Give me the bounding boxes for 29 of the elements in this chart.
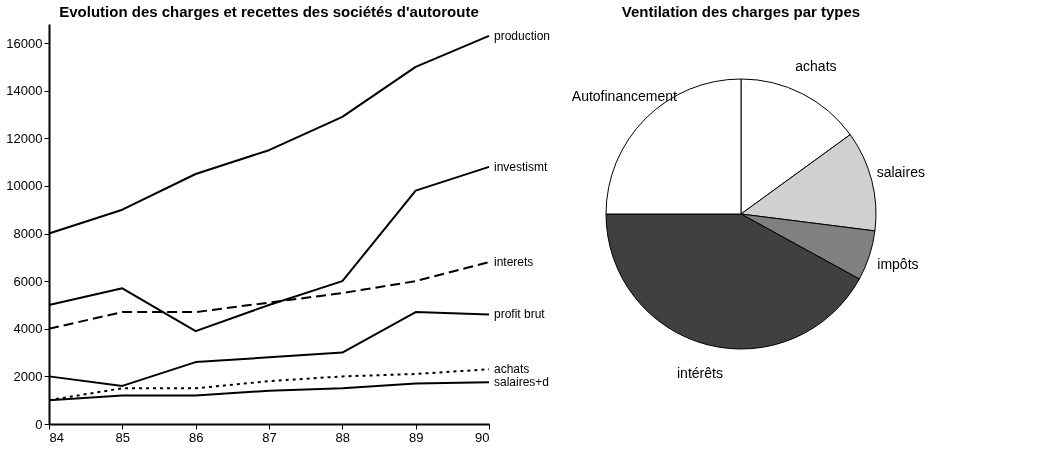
series-label: achats [494, 362, 530, 377]
series-label: investismt [494, 159, 549, 174]
x-tick-label: 86 [188, 429, 204, 445]
y-tick-label: 10000 [6, 178, 43, 194]
slice-label: salaires [876, 163, 925, 180]
series-label: salaires+d [494, 375, 550, 390]
slice-label: impôts [877, 255, 919, 272]
x-tick-label: 88 [335, 429, 351, 445]
slice-label: Autofinancement [571, 88, 677, 105]
slice-label: intérêts [677, 364, 723, 381]
series-label: interets [494, 255, 534, 270]
x-tick-label: 87 [262, 429, 277, 445]
y-tick-label: 14000 [6, 83, 43, 99]
series-label: profit brut [494, 307, 546, 322]
y-tick-label: 12000 [6, 130, 43, 146]
y-tick-label: 4000 [13, 321, 43, 337]
chart-title: Evolution des charges et recettes des sociétés d'autoroute [59, 3, 479, 20]
series-label: production [494, 28, 551, 43]
y-tick-label: 16000 [6, 35, 43, 51]
x-tick-label: 90 [475, 429, 490, 445]
x-tick-label: 84 [49, 429, 64, 445]
y-tick-label: 8000 [13, 226, 43, 242]
y-tick-label: 2000 [13, 368, 43, 384]
x-tick-label: 85 [115, 429, 131, 445]
y-tick-label: 6000 [13, 273, 43, 289]
slice-label: achats [795, 57, 837, 74]
x-tick-label: 89 [408, 429, 424, 445]
y-tick-label: 0 [35, 416, 43, 432]
chart-title: Ventilation des charges par types [621, 3, 861, 20]
